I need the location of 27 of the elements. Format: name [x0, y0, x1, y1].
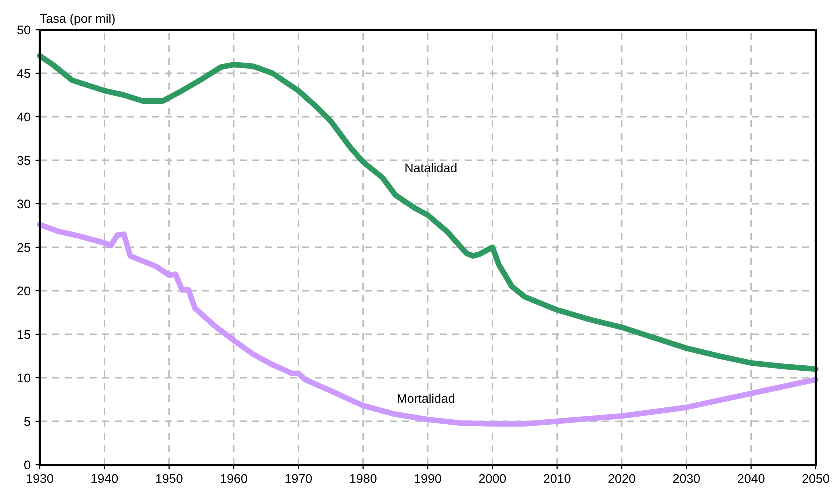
- y-tick-label: 40: [17, 112, 30, 122]
- x-tick-label: 1930: [27, 474, 54, 484]
- x-tick-label: 1940: [92, 474, 118, 484]
- y-tick-label: 15: [18, 330, 30, 340]
- y-tick-label: 50: [18, 26, 30, 35]
- x-tick-label: 1960: [221, 474, 248, 484]
- x-tick-label: 2050: [802, 474, 830, 484]
- x-tick-label: 2020: [608, 474, 636, 484]
- y-axis-title: Tasa (por mil): [40, 14, 115, 26]
- y-tick-label: 30: [18, 200, 30, 209]
- x-tick-label: 1990: [415, 474, 442, 484]
- x-tick-label: 2040: [738, 474, 765, 484]
- y-tick-label: 10: [18, 374, 30, 383]
- series-label: Natalidad: [406, 163, 457, 173]
- x-tick-label: 2030: [673, 474, 700, 484]
- y-tick-label: 5: [24, 417, 30, 426]
- x-tick-label: 1970: [286, 474, 312, 484]
- y-tick-label: 25: [18, 243, 30, 252]
- y-tick-label: 35: [18, 156, 30, 166]
- x-tick-label: 1980: [350, 474, 377, 484]
- x-tick-label: 2010: [544, 474, 571, 484]
- y-tick-label: 0: [24, 460, 30, 470]
- series-label: Mortalidad: [398, 394, 455, 404]
- x-tick-label: 2000: [479, 474, 506, 484]
- x-tick-label: 1950: [156, 474, 183, 484]
- y-tick-label: 20: [18, 286, 30, 296]
- y-tick-label: 45: [17, 69, 30, 78]
